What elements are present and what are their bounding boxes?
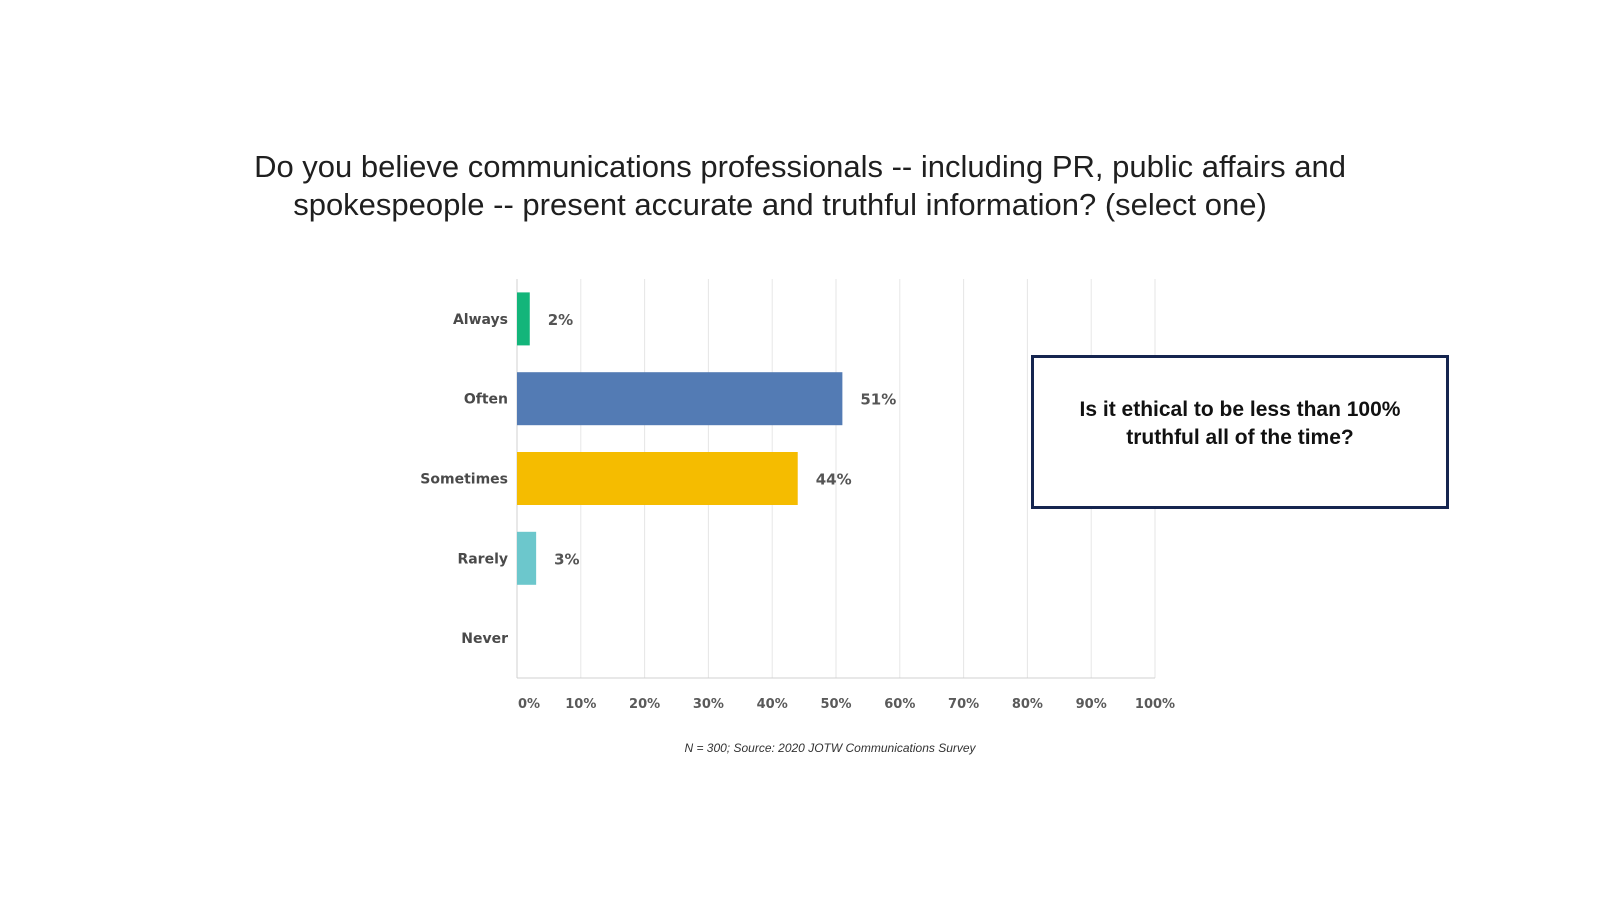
category-label: Sometimes <box>420 472 508 488</box>
x-tick-label: 50% <box>820 697 851 712</box>
x-tick-label: 90% <box>1076 697 1107 712</box>
x-tick-label: 80% <box>1012 697 1043 712</box>
category-label: Always <box>453 312 508 328</box>
category-label: Never <box>461 631 508 647</box>
x-tick-label: 60% <box>884 697 915 712</box>
data-label: 2% <box>548 311 573 329</box>
category-label: Rarely <box>457 551 508 567</box>
labels: 0% 10% 20% 30% 40% 50% 60% 70% 80% 90% 100% Always 2… <box>420 311 1175 712</box>
bars <box>517 292 843 585</box>
callout-box: Is it ethical to be less than 100% truth… <box>1031 355 1449 509</box>
chart-title-line-2: spokespeople -- present accurate and tru… <box>293 187 1267 222</box>
bar-rarely <box>517 531 537 585</box>
data-label: 3% <box>554 550 579 568</box>
x-tick-label: 40% <box>757 697 788 712</box>
chart-title-line-1: Do you believe communications profession… <box>254 149 1346 184</box>
data-label: 51% <box>860 391 896 409</box>
category-label: Often <box>464 392 508 408</box>
x-tick-label: 30% <box>693 697 724 712</box>
x-tick-label: 70% <box>948 697 979 712</box>
x-tick-label: 100% <box>1135 697 1175 712</box>
data-label: 44% <box>816 471 852 489</box>
callout-text: Is it ethical to be less than 100% truth… <box>1079 398 1401 449</box>
source-note: N = 300; Source: 2020 JOTW Communication… <box>684 741 976 755</box>
x-tick-label: 20% <box>629 697 660 712</box>
x-tick-label: 0% <box>518 697 540 712</box>
bar-sometimes <box>517 452 798 505</box>
chart-title: Do you believe communications profession… <box>230 148 1370 224</box>
bar-always <box>517 292 530 346</box>
x-tick-label: 10% <box>565 697 596 712</box>
bar-often <box>517 372 843 426</box>
